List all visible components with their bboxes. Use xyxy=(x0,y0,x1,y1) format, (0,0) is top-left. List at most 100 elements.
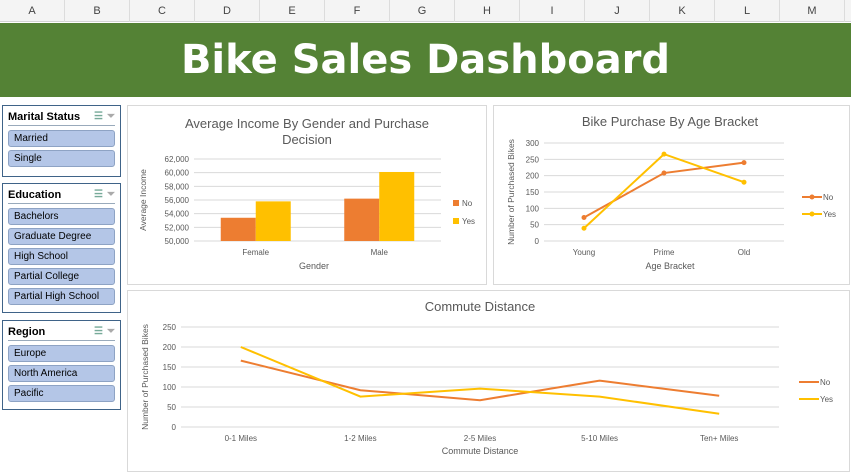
y-tick-label: 250 xyxy=(163,323,177,332)
bar-yes xyxy=(255,201,291,241)
x-axis-label: Age Bracket xyxy=(645,261,695,271)
y-tick-label: 100 xyxy=(526,204,540,213)
point-yes xyxy=(741,179,747,185)
y-tick-label: 250 xyxy=(526,155,540,164)
column-header-H[interactable]: H xyxy=(455,0,520,22)
slicer-header: Marital Status ☰ ⏷ xyxy=(8,108,115,126)
slicer-education: Education ☰ ⏷ Bachelors Graduate Degree High … xyxy=(2,183,121,313)
legend-label: Yes xyxy=(820,395,833,404)
point-no xyxy=(741,160,747,166)
y-tick-label: 150 xyxy=(526,188,540,197)
y-tick-label: 50 xyxy=(167,403,176,412)
x-tick-label: 0-1 Miles xyxy=(225,434,257,443)
chart-title: Average Income By Gender and Purchase xyxy=(185,116,429,131)
column-header-F[interactable]: F xyxy=(325,0,390,22)
y-tick-label: 50 xyxy=(530,221,539,230)
x-tick-label: Female xyxy=(242,248,269,257)
column-header-J[interactable]: J xyxy=(585,0,650,22)
slicer-item[interactable]: Europe xyxy=(8,345,115,362)
chart-title: Decision xyxy=(282,132,332,147)
slicer-item[interactable]: North America xyxy=(8,365,115,382)
y-tick-label: 58,000 xyxy=(165,182,190,191)
y-tick-label: 52,000 xyxy=(165,223,190,232)
x-tick-label: 5-10 Miles xyxy=(581,434,618,443)
slicer-item[interactable]: Married xyxy=(8,130,115,147)
slicer-item[interactable]: Single xyxy=(8,150,115,167)
x-tick-label: Young xyxy=(573,248,595,257)
y-tick-label: 54,000 xyxy=(165,210,190,219)
multi-select-icon[interactable]: ☰ xyxy=(94,326,103,337)
slicer-item[interactable]: Pacific xyxy=(8,385,115,402)
y-tick-label: 62,000 xyxy=(165,155,190,164)
slicer-header: Education ☰ ⏷ xyxy=(8,186,115,204)
column-header-E[interactable]: E xyxy=(260,0,325,22)
legend-label: No xyxy=(823,193,834,202)
y-tick-label: 300 xyxy=(526,139,540,148)
bar-no xyxy=(220,217,256,241)
chart-income-by-gender: Average Income By Gender and Purchase Dec… xyxy=(127,105,487,285)
column-header-D[interactable]: D xyxy=(195,0,260,22)
x-tick-label: Male xyxy=(371,248,389,257)
column-header-G[interactable]: G xyxy=(390,0,455,22)
y-axis-label: Average Income xyxy=(138,169,148,231)
column-header-B[interactable]: B xyxy=(65,0,130,22)
multi-select-icon[interactable]: ☰ xyxy=(94,111,103,122)
legend-label: No xyxy=(820,378,831,387)
x-tick-label: 2-5 Miles xyxy=(464,434,496,443)
slicer-item[interactable]: Bachelors xyxy=(8,208,115,225)
x-axis-label: Commute Distance xyxy=(442,446,519,456)
y-tick-label: 200 xyxy=(163,343,177,352)
y-tick-label: 200 xyxy=(526,172,540,181)
slicer-item[interactable]: Graduate Degree xyxy=(8,228,115,245)
x-tick-label: Old xyxy=(738,248,750,257)
bar-no xyxy=(344,198,380,241)
slicer-region: Region ☰ ⏷ Europe North America Pacific xyxy=(2,320,121,410)
legend-marker xyxy=(809,194,815,200)
clear-filter-icon[interactable]: ⏷ xyxy=(107,111,115,122)
slicer-title: Region xyxy=(8,325,46,338)
y-tick-label: 0 xyxy=(172,423,177,432)
legend-swatch xyxy=(453,218,459,224)
column-header-L[interactable]: L xyxy=(715,0,780,22)
point-no xyxy=(581,214,587,220)
y-axis-label: Number of Purchased Bikes xyxy=(140,324,150,430)
multi-select-icon[interactable]: ☰ xyxy=(94,189,103,200)
legend-marker xyxy=(809,211,815,217)
column-header-I[interactable]: I xyxy=(520,0,585,22)
x-tick-label: Ten+ Miles xyxy=(700,434,738,443)
column-header-K[interactable]: K xyxy=(650,0,715,22)
clear-filter-icon[interactable]: ⏷ xyxy=(107,189,115,200)
slicer-marital-status: Marital Status ☰ ⏷ Married Single xyxy=(2,105,121,177)
x-axis-label: Gender xyxy=(299,261,329,271)
column-header-M[interactable]: M xyxy=(780,0,845,22)
x-tick-label: 1-2 Miles xyxy=(344,434,376,443)
dashboard-title: Bike Sales Dashboard xyxy=(0,23,851,97)
legend-label: Yes xyxy=(823,210,836,219)
chart-age-bracket: Bike Purchase By Age Bracket 0 50 100 150 200… xyxy=(493,105,850,285)
slicer-title: Marital Status xyxy=(8,110,81,123)
column-header-A[interactable]: A xyxy=(0,0,65,22)
y-tick-label: 150 xyxy=(163,363,177,372)
slicer-item[interactable]: High School xyxy=(8,248,115,265)
slicer-title: Education xyxy=(8,188,62,201)
y-tick-label: 50,000 xyxy=(165,237,190,246)
clear-filter-icon[interactable]: ⏷ xyxy=(107,326,115,337)
point-no xyxy=(661,170,667,176)
bar-yes xyxy=(379,171,415,241)
legend-label: Yes xyxy=(462,217,475,226)
y-tick-label: 56,000 xyxy=(165,196,190,205)
chart-title: Commute Distance xyxy=(425,299,536,314)
chart-title: Bike Purchase By Age Bracket xyxy=(582,114,759,129)
y-tick-label: 0 xyxy=(535,237,540,246)
x-tick-label: Prime xyxy=(654,248,675,257)
slicer-item[interactable]: Partial High School xyxy=(8,288,115,305)
legend-label: No xyxy=(462,199,473,208)
slicer-item[interactable]: Partial College xyxy=(8,268,115,285)
y-axis-label: Number of Purchased Bikes xyxy=(506,139,516,245)
line-yes xyxy=(240,346,720,415)
y-tick-label: 100 xyxy=(163,383,177,392)
legend-swatch xyxy=(453,200,459,206)
chart-commute-distance: Commute Distance 0 50 100 150 200 250 0-1 Miles… xyxy=(127,290,850,472)
column-header-C[interactable]: C xyxy=(130,0,195,22)
